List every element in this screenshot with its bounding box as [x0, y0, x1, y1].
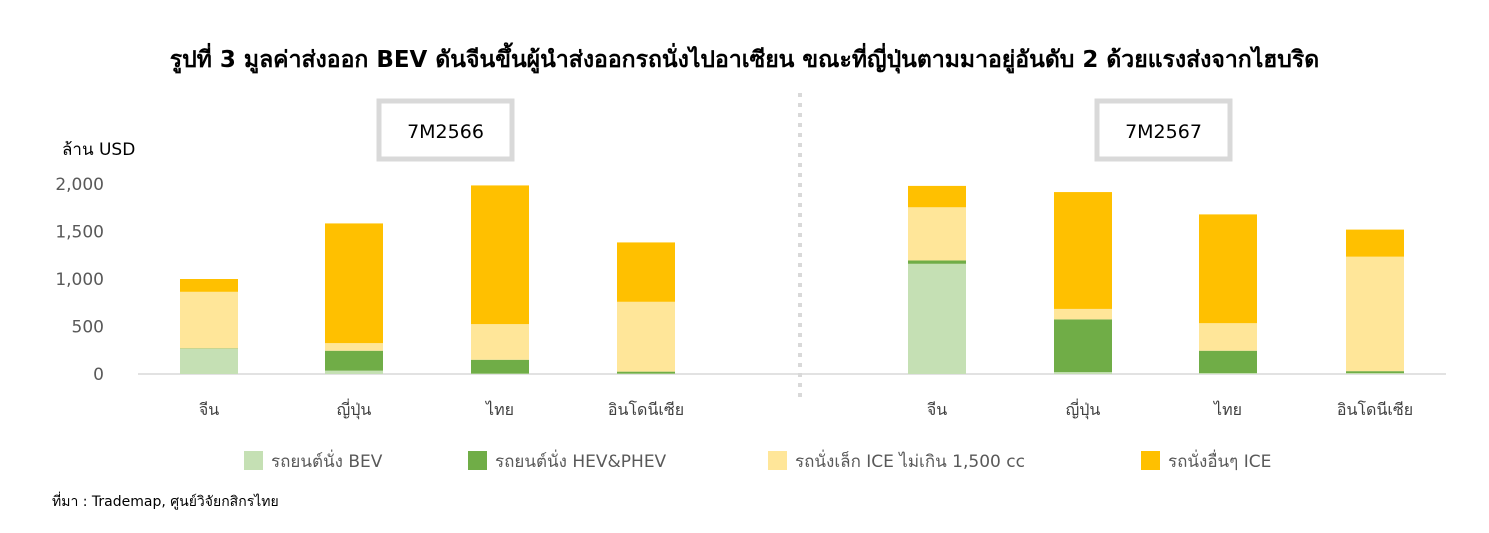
legend-label: รถนั่งอื่นๆ ICE [1168, 449, 1271, 472]
source-note: ที่มา : Trademap, ศูนย์วิจัยกสิกรไทย [52, 494, 279, 510]
category-label: ญี่ปุ่น [337, 398, 372, 420]
bar-segment [1199, 350, 1257, 374]
bar-segment [1054, 319, 1112, 373]
bar-segment [617, 371, 675, 374]
legend-swatch [768, 451, 787, 470]
bar-segment [908, 185, 966, 208]
bar-segment [471, 324, 529, 360]
category-labels: จีน ญี่ปุ่น ไทย อินโดนีเซีย จีน ญี่ปุ่น ไทย อิน… [199, 398, 1413, 420]
y-tick-label: 2,000 [55, 175, 104, 195]
bar-segment [908, 207, 966, 261]
legend: รถยนต์นั่ง BEV รถยนต์นั่ง HEV&PHEV รถนั่งเ… [244, 449, 1271, 472]
category-label: จีน [199, 400, 219, 419]
bar-segment [1346, 373, 1404, 374]
bar-segment [1199, 214, 1257, 324]
category-label: ไทย [1212, 400, 1242, 419]
bar-segment [180, 348, 238, 374]
bar-segment [325, 350, 383, 371]
period-label-2566: 7M2566 [407, 121, 484, 143]
bar-segment [180, 279, 238, 292]
bar-segment [325, 223, 383, 344]
y-axis-unit-label: ล้าน USD [62, 140, 135, 160]
bars [180, 185, 1404, 374]
bar-segment [1346, 229, 1404, 257]
period-box-2566 [376, 98, 515, 162]
category-label: อินโดนีเซีย [608, 400, 684, 419]
legend-label: รถยนต์นั่ง HEV&PHEV [495, 449, 667, 472]
legend-label: รถยนต์นั่ง BEV [271, 449, 383, 472]
bar-segment [471, 359, 529, 374]
y-tick-label: 1,000 [55, 270, 104, 290]
bar-segment [617, 242, 675, 302]
legend-label: รถนั่งเล็ก ICE ไม่เกิน 1,500 cc [795, 449, 1025, 472]
bar-segment [1199, 373, 1257, 374]
bar-segment [471, 185, 529, 325]
bar-segment [617, 301, 675, 372]
bar-segment [1054, 372, 1112, 374]
category-label: ญี่ปุ่น [1066, 398, 1101, 420]
category-label: อินโดนีเซีย [1337, 400, 1413, 419]
bar-segment [1346, 256, 1404, 372]
category-label: ไทย [484, 400, 514, 419]
legend-swatch [468, 451, 487, 470]
category-label: จีน [927, 400, 947, 419]
y-axis-ticks: 0 500 1,000 1,500 2,000 [55, 175, 104, 385]
bar-segment [908, 263, 966, 374]
legend-swatch [244, 451, 263, 470]
chart-title: รูปที่ 3 มูลค่าส่งออก BEV ดันจีนขึ้นผู้น… [169, 47, 1320, 73]
y-tick-label: 0 [93, 365, 104, 385]
bar-segment [908, 260, 966, 264]
bar-segment [325, 370, 383, 374]
bar-segment [325, 343, 383, 351]
bar-segment [180, 291, 238, 349]
bar-segment [1346, 371, 1404, 374]
y-tick-label: 500 [72, 318, 104, 338]
period-label-2567: 7M2567 [1125, 121, 1202, 143]
y-tick-label: 1,500 [55, 223, 104, 243]
period-box-2567 [1094, 98, 1233, 162]
bar-segment [1054, 192, 1112, 309]
bar-segment [1054, 308, 1112, 320]
bar-segment [1199, 323, 1257, 351]
legend-swatch [1141, 451, 1160, 470]
